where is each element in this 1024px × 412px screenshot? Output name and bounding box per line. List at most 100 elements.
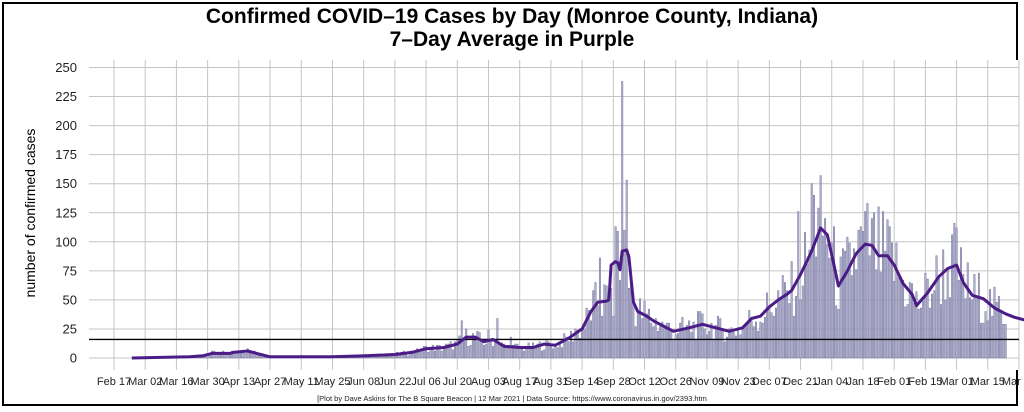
bar bbox=[862, 231, 864, 359]
bar bbox=[244, 353, 247, 359]
bar bbox=[833, 226, 835, 359]
bar bbox=[891, 242, 893, 359]
bar bbox=[957, 279, 960, 359]
bar bbox=[427, 351, 430, 359]
bar bbox=[483, 344, 485, 359]
bar bbox=[899, 276, 902, 359]
bar bbox=[746, 324, 748, 359]
bar bbox=[581, 328, 584, 359]
bar bbox=[474, 336, 477, 359]
bar bbox=[226, 354, 229, 359]
y-tick-label: 200 bbox=[55, 118, 77, 133]
bar bbox=[888, 226, 891, 359]
y-tick-label: 250 bbox=[55, 60, 77, 75]
bar bbox=[547, 341, 550, 359]
bar bbox=[964, 298, 967, 359]
bar bbox=[645, 313, 648, 359]
bar bbox=[668, 322, 670, 359]
x-tick-label: Aug 03 bbox=[471, 376, 506, 388]
bar bbox=[516, 343, 519, 359]
bar bbox=[962, 274, 965, 359]
bar bbox=[723, 341, 726, 359]
bar bbox=[545, 339, 548, 359]
bar bbox=[467, 346, 470, 359]
bar bbox=[561, 347, 563, 359]
bar bbox=[712, 340, 715, 359]
bar bbox=[237, 353, 240, 359]
bar bbox=[937, 276, 940, 359]
bar bbox=[679, 322, 682, 359]
bar bbox=[772, 315, 775, 359]
bar bbox=[500, 342, 503, 359]
bar bbox=[708, 331, 711, 359]
bar bbox=[795, 296, 798, 359]
bar bbox=[603, 284, 606, 359]
bar bbox=[654, 318, 657, 359]
bar bbox=[485, 343, 488, 359]
bar bbox=[989, 289, 991, 359]
y-tick-label: 50 bbox=[63, 292, 77, 307]
bar bbox=[870, 218, 873, 359]
bar bbox=[922, 300, 925, 359]
bar bbox=[639, 298, 641, 359]
bar bbox=[683, 327, 686, 359]
y-tick-label: 75 bbox=[63, 263, 77, 278]
credit-line: [Plot by Dave Askins for The B Square Be… bbox=[317, 394, 707, 403]
bar bbox=[685, 325, 688, 359]
bar bbox=[518, 347, 521, 359]
bar bbox=[775, 307, 777, 359]
bar bbox=[763, 317, 766, 359]
x-tick-label: Dec 07 bbox=[752, 376, 787, 388]
y-tick-label: 225 bbox=[55, 89, 77, 104]
x-tick-label: Apr 13 bbox=[223, 376, 255, 388]
bar bbox=[848, 242, 851, 359]
y-tick-label: 100 bbox=[55, 234, 77, 249]
bar bbox=[594, 282, 597, 359]
bar bbox=[928, 307, 931, 359]
bar bbox=[674, 334, 677, 359]
bar bbox=[788, 303, 791, 359]
y-tick-labels: 0 25 50 75 100 125 150 175 200 225 250 bbox=[55, 60, 77, 366]
bar bbox=[946, 268, 949, 359]
bar bbox=[819, 175, 822, 359]
bar bbox=[817, 207, 820, 359]
bar bbox=[884, 250, 887, 359]
bar bbox=[413, 353, 416, 359]
bar bbox=[463, 339, 465, 359]
bar bbox=[514, 343, 517, 359]
x-tick-label: Jan 18 bbox=[846, 376, 879, 388]
y-tick-label: 25 bbox=[63, 321, 77, 336]
bar bbox=[422, 346, 425, 359]
bar bbox=[779, 297, 782, 359]
bar bbox=[933, 290, 936, 359]
bar bbox=[407, 355, 410, 359]
bar bbox=[743, 325, 746, 359]
bar bbox=[614, 226, 617, 359]
bar bbox=[730, 327, 733, 359]
bar bbox=[625, 179, 628, 359]
bar bbox=[971, 299, 974, 359]
bar bbox=[886, 219, 889, 359]
bar bbox=[703, 328, 706, 359]
x-tick-label: Aug 31 bbox=[533, 376, 568, 388]
bar bbox=[719, 318, 722, 359]
bar bbox=[864, 211, 867, 359]
x-tick-label: Mar 01 bbox=[939, 376, 973, 388]
bar bbox=[924, 272, 927, 359]
bar bbox=[737, 327, 740, 359]
bar bbox=[877, 206, 880, 359]
bar bbox=[710, 322, 713, 359]
bar bbox=[781, 275, 784, 359]
bar bbox=[960, 247, 962, 359]
bar bbox=[770, 312, 773, 359]
bar bbox=[846, 236, 849, 359]
bar bbox=[777, 290, 780, 359]
bar bbox=[583, 328, 586, 359]
bar bbox=[844, 250, 847, 359]
x-tick-label: Mar 30 bbox=[190, 376, 224, 388]
x-tick-label: Mar 15 bbox=[971, 376, 1005, 388]
bar bbox=[496, 318, 499, 359]
bar bbox=[605, 285, 608, 359]
